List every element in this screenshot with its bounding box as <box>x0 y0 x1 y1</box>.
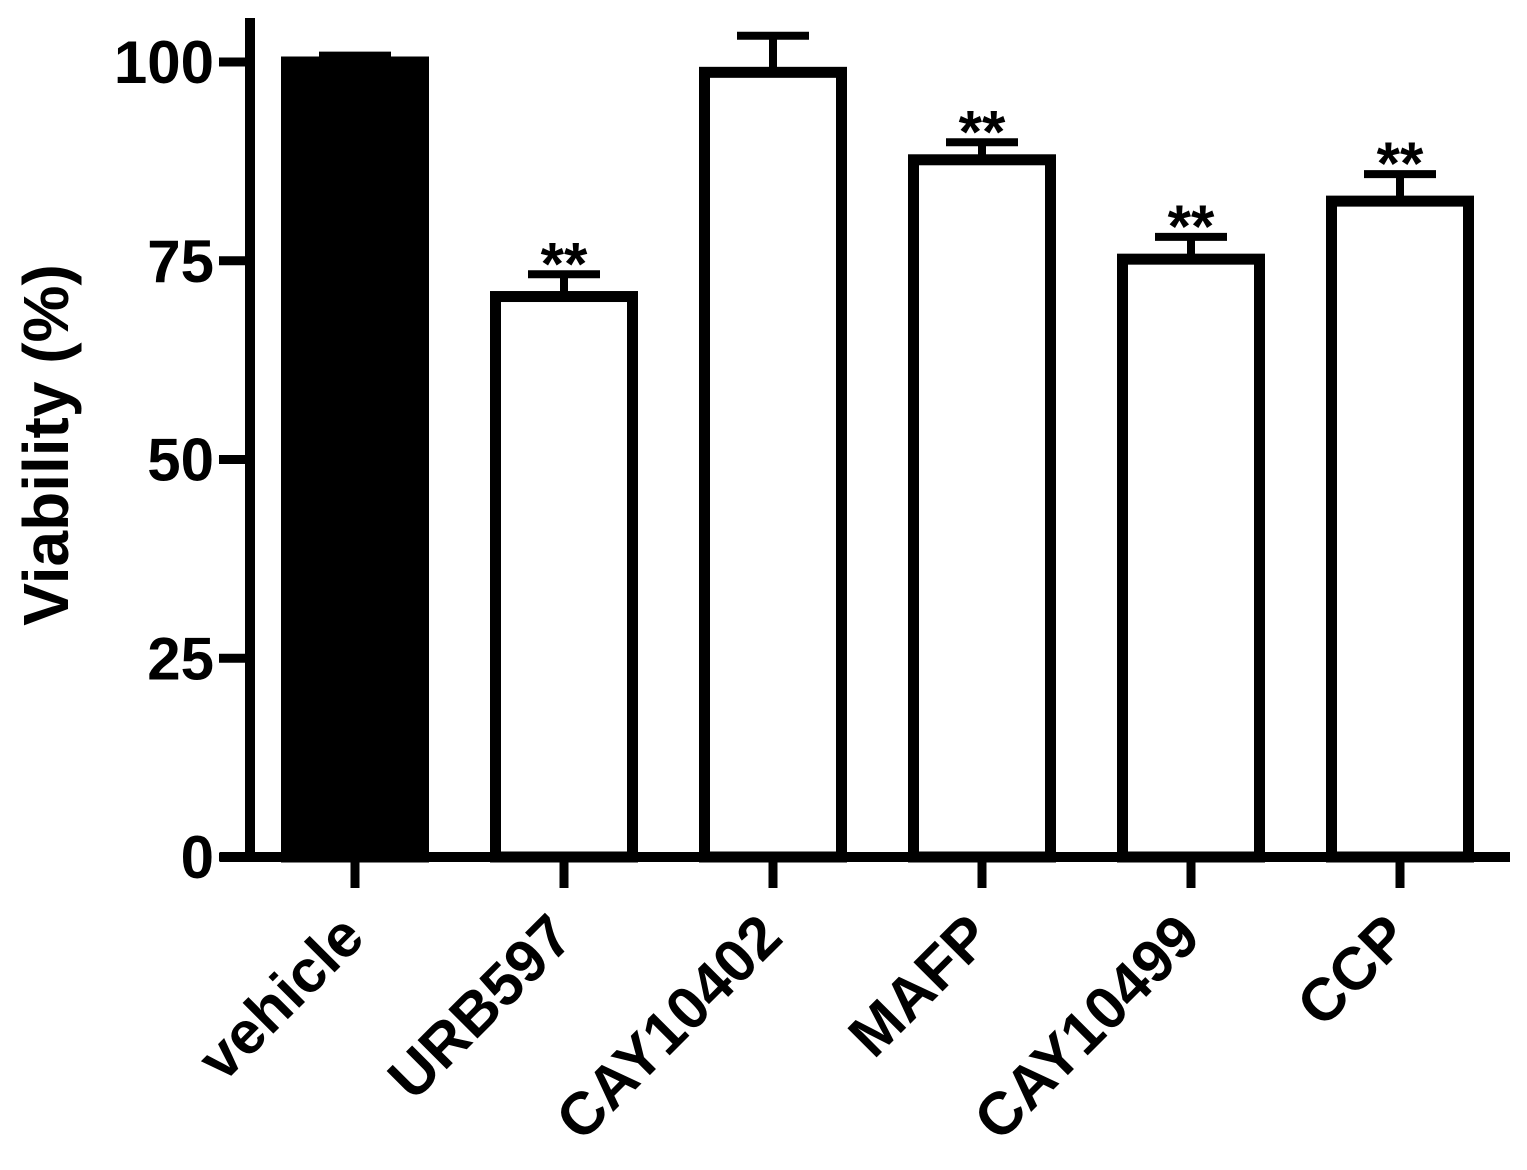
bars: ** ** ** ** <box>281 31 1474 863</box>
bar-cay10402 <box>699 66 847 863</box>
bar-cay10499 <box>1117 253 1265 863</box>
axes <box>220 18 1510 862</box>
significance-marker: ** <box>959 98 1006 165</box>
x-tick-label: MAFP <box>836 902 1004 1070</box>
bar-ccp <box>1326 195 1474 863</box>
significance-marker: ** <box>1168 193 1215 260</box>
x-tick-label: URB597 <box>375 902 585 1112</box>
y-tick-label: 0 <box>181 824 214 891</box>
significance-marker: ** <box>1377 130 1424 197</box>
bar-mafp <box>908 154 1056 863</box>
y-tick-label: 75 <box>147 228 214 295</box>
y-tick-label: 25 <box>147 625 214 692</box>
y-ticks: 0 25 50 75 100 <box>114 29 250 891</box>
y-tick-label: 50 <box>147 427 214 494</box>
x-tick-label: vehicle <box>185 902 376 1093</box>
y-axis-label: Viability (%) <box>10 264 82 626</box>
x-tick-label: CCP <box>1284 902 1421 1039</box>
significance-marker: ** <box>541 230 588 297</box>
y-tick-label: 100 <box>114 29 214 96</box>
x-tick-label: CAY10499 <box>961 902 1212 1153</box>
bar-urb597 <box>490 291 638 863</box>
x-tick-label: CAY10402 <box>543 902 794 1153</box>
bar-vehicle <box>281 56 429 863</box>
